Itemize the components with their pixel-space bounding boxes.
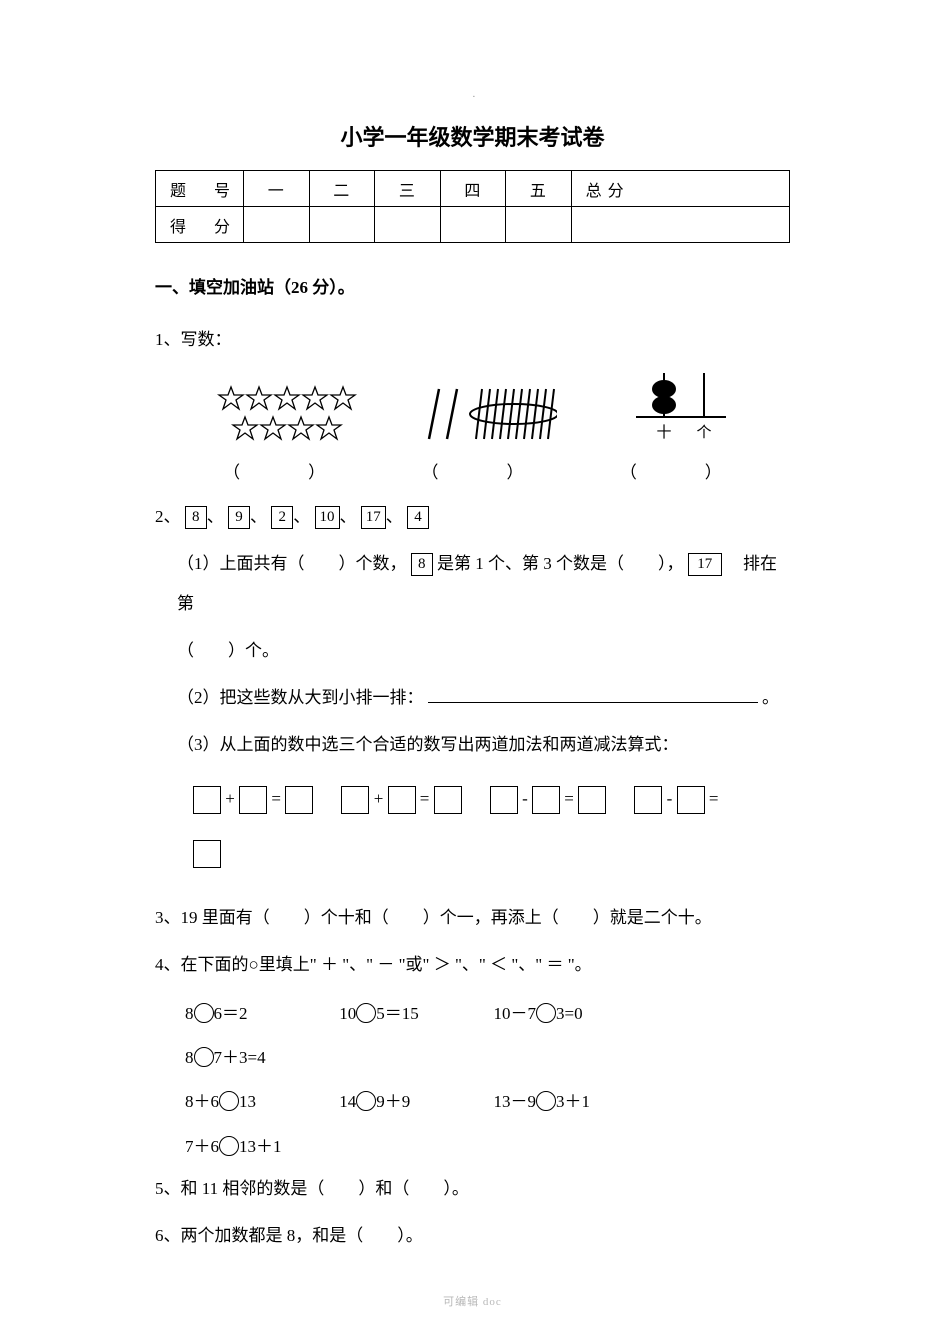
q4-row2: 8＋613 149＋9 13－93＋1 7＋613＋1 bbox=[155, 1080, 790, 1168]
q2-sub1-cont: （ ）个。 bbox=[155, 631, 790, 672]
q5: 5、和 11 相邻的数是（ ）和（ ）。 bbox=[155, 1169, 790, 1210]
section-heading: 一、填空加油站（26 分）。 bbox=[155, 273, 790, 298]
op-item: 149＋9 bbox=[339, 1080, 489, 1124]
svg-text:个: 个 bbox=[696, 424, 711, 441]
blank-box bbox=[341, 786, 369, 814]
circle-blank bbox=[536, 1003, 556, 1023]
table-row: 题 号 一 二 三 四 五 总分 bbox=[156, 171, 790, 207]
eq-group: - = bbox=[490, 772, 606, 826]
stars-figure bbox=[209, 379, 359, 454]
blank-box bbox=[434, 786, 462, 814]
op-item: 87＋3=4 bbox=[185, 1036, 335, 1080]
op-item: 7＋613＋1 bbox=[185, 1125, 335, 1169]
header-cell: 四 bbox=[440, 171, 506, 207]
q4-label: 4、在下面的○里填上" ＋ "、" － "或" ＞ "、" ＜ "、" ＝ "。 bbox=[155, 945, 790, 986]
blank-box bbox=[578, 786, 606, 814]
q2-sub2: （2）把这些数从大到小排一排： 。 bbox=[155, 678, 790, 719]
blank-box bbox=[285, 786, 313, 814]
footer-text: 可编辑 doc bbox=[0, 1293, 945, 1309]
num-box: 10 bbox=[315, 506, 340, 529]
exam-page: . 小学一年级数学期末考试卷 题 号 一 二 三 四 五 总分 得 分 一、填空… bbox=[0, 0, 945, 1337]
equation-row: + = + = - = - = bbox=[155, 772, 790, 881]
circle-blank bbox=[194, 1047, 214, 1067]
page-title: 小学一年级数学期末考试卷 bbox=[155, 120, 790, 152]
tally-figure bbox=[427, 379, 557, 454]
circle-blank bbox=[356, 1003, 376, 1023]
blank-box bbox=[239, 786, 267, 814]
header-cell: 题 号 bbox=[156, 171, 244, 207]
q1-answer-row: （ ） （ ） （ ） bbox=[155, 458, 790, 483]
answer-blank: （ ） bbox=[223, 458, 325, 483]
header-cell: 五 bbox=[506, 171, 572, 207]
stars-icon bbox=[209, 379, 359, 449]
op-item: 13－93＋1 bbox=[494, 1080, 644, 1124]
circle-blank bbox=[356, 1091, 376, 1111]
num-box: 9 bbox=[228, 506, 250, 529]
num-box: 8 bbox=[411, 553, 433, 576]
op-item: 8＋613 bbox=[185, 1080, 335, 1124]
num-box: 17 bbox=[688, 553, 722, 576]
q2-sub3: （3）从上面的数中选三个合适的数写出两道加法和两道减法算式： bbox=[155, 725, 790, 766]
header-cell: 总分 bbox=[571, 171, 789, 207]
circle-blank bbox=[536, 1091, 556, 1111]
answer-line bbox=[428, 702, 758, 703]
op-item: 10－73=0 bbox=[494, 992, 644, 1036]
eq-group: + = bbox=[341, 772, 461, 826]
header-cell: 二 bbox=[309, 171, 375, 207]
num-box: 2 bbox=[271, 506, 293, 529]
q2-sub1: （1）上面共有（ ）个数， 8 是第 1 个、第 3 个数是（ ）， 17 排在… bbox=[155, 544, 790, 626]
blank-box bbox=[490, 786, 518, 814]
answer-blank: （ ） bbox=[620, 458, 722, 483]
score-table: 题 号 一 二 三 四 五 总分 得 分 bbox=[155, 170, 790, 243]
circle-blank bbox=[219, 1136, 239, 1156]
score-cell bbox=[440, 207, 506, 243]
q6: 6、两个加数都是 8，和是（ ）。 bbox=[155, 1216, 790, 1257]
abacus-figure: 十 个 bbox=[626, 369, 736, 454]
table-row: 得 分 bbox=[156, 207, 790, 243]
num-box: 4 bbox=[407, 506, 429, 529]
q4-row1: 86＝2 105＝15 10－73=0 87＋3=4 bbox=[155, 992, 790, 1080]
abacus-icon: 十 个 bbox=[626, 369, 736, 449]
blank-box bbox=[388, 786, 416, 814]
score-cell bbox=[244, 207, 310, 243]
eq-group: - = bbox=[634, 772, 718, 826]
q3: 3、19 里面有（ ）个十和（ ）个一，再添上（ ）就是二个十。 bbox=[155, 898, 790, 939]
op-item: 86＝2 bbox=[185, 992, 335, 1036]
blank-box bbox=[532, 786, 560, 814]
q2-numbers: 2、 8、 9、 2、 10、 17、 4 bbox=[155, 497, 790, 538]
top-dot: . bbox=[473, 88, 476, 100]
q1-label: 1、写数： bbox=[155, 320, 790, 361]
circle-blank bbox=[219, 1091, 239, 1111]
blank-box bbox=[193, 840, 221, 868]
answer-blank: （ ） bbox=[421, 458, 523, 483]
q1-figures: 十 个 bbox=[155, 369, 790, 454]
blank-box bbox=[193, 786, 221, 814]
op-item: 105＝15 bbox=[339, 992, 489, 1036]
header-cell: 三 bbox=[375, 171, 441, 207]
score-cell bbox=[309, 207, 375, 243]
q2-prefix: 2、 bbox=[155, 507, 181, 526]
score-cell bbox=[375, 207, 441, 243]
svg-text:十: 十 bbox=[656, 424, 671, 441]
num-box: 17 bbox=[361, 506, 386, 529]
circle-blank bbox=[194, 1003, 214, 1023]
num-box: 8 bbox=[185, 506, 207, 529]
score-cell bbox=[506, 207, 572, 243]
blank-box bbox=[634, 786, 662, 814]
blank-box bbox=[677, 786, 705, 814]
score-label-cell: 得 分 bbox=[156, 207, 244, 243]
eq-group: + = bbox=[193, 772, 313, 826]
score-cell bbox=[571, 207, 789, 243]
tally-icon bbox=[427, 379, 557, 449]
header-cell: 一 bbox=[244, 171, 310, 207]
